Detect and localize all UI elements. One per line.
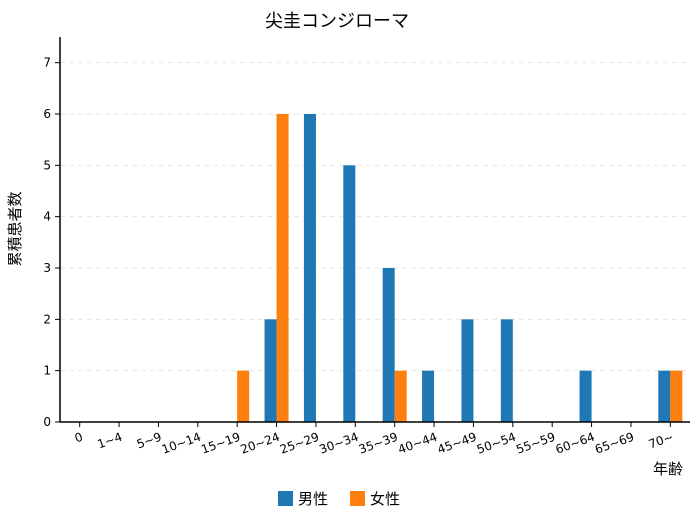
x-tick-label: 40~44 — [396, 430, 439, 457]
x-tick-label: 60~64 — [554, 430, 597, 457]
x-tick-label: 50~54 — [475, 430, 518, 457]
bar — [343, 165, 356, 423]
legend-label: 男性 — [298, 490, 328, 508]
x-tick-label: 30~34 — [317, 430, 360, 457]
x-tick-label: 10~14 — [160, 430, 203, 457]
x-tick-label: 65~69 — [593, 430, 636, 457]
grid — [60, 62, 690, 372]
y-tick-label: 5 — [43, 158, 51, 172]
x-tick-label: 55~59 — [514, 430, 557, 457]
y-tick-label: 2 — [43, 312, 51, 326]
y-ticks: 0 1 2 3 4 5 6 7 — [43, 56, 60, 429]
bar — [382, 268, 395, 422]
bars — [237, 114, 683, 423]
x-tick-label: 45~49 — [436, 430, 479, 457]
bar — [303, 114, 316, 422]
bar — [276, 114, 289, 422]
x-axis-label: 年齢 — [653, 460, 683, 478]
x-tick-label: 1~4 — [95, 430, 124, 452]
x-tick-label: 15~19 — [199, 430, 242, 457]
legend-label: 女性 — [370, 490, 400, 508]
y-tick-label: 1 — [43, 364, 51, 378]
x-tick-label: 70~ — [647, 430, 676, 452]
x-tick-label: 20~24 — [239, 430, 282, 457]
bar — [658, 370, 671, 422]
legend-swatch — [278, 491, 293, 506]
bar — [422, 370, 435, 422]
y-tick-label: 4 — [43, 210, 51, 224]
bar — [579, 370, 592, 422]
bar — [237, 370, 250, 422]
legend-swatch — [350, 491, 365, 506]
x-tick-label: 5~9 — [135, 430, 164, 452]
y-tick-label: 0 — [43, 415, 51, 429]
x-tick-label: 25~29 — [278, 430, 321, 457]
legend: 男性 女性 — [278, 490, 400, 508]
y-tick-label: 3 — [43, 261, 51, 275]
y-tick-label: 7 — [43, 56, 51, 70]
bar — [264, 319, 277, 422]
y-tick-label: 6 — [43, 107, 51, 121]
y-axis-label: 累積患者数 — [6, 191, 24, 266]
bar — [670, 370, 683, 422]
x-ticks: 0 1~4 5~910~1415~1920~2425~2930~3435~3940~… — [73, 422, 676, 457]
bar — [461, 319, 474, 422]
bar — [500, 319, 513, 422]
bar — [394, 370, 407, 422]
x-tick-label: 35~39 — [357, 430, 400, 457]
x-tick-label: 0 — [73, 430, 85, 446]
chart-title: 尖圭コンジローマ — [265, 11, 409, 32]
